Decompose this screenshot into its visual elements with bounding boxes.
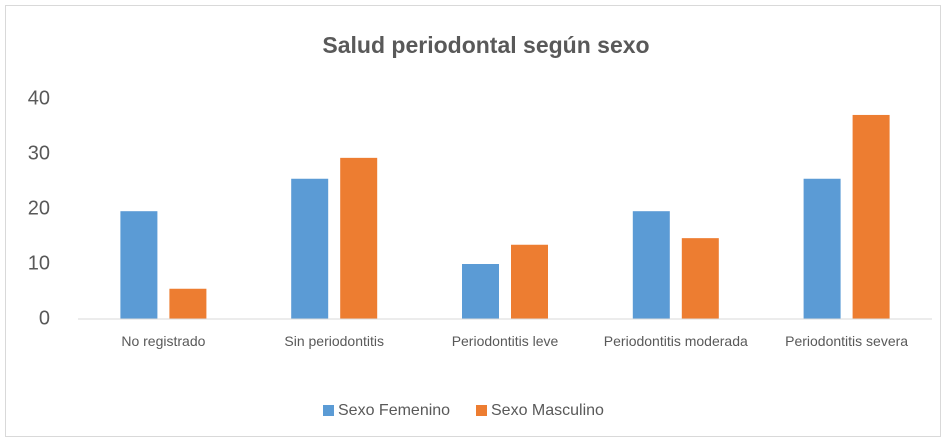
chart-border [5, 5, 941, 437]
x-tick-label: Sin periodontitis [284, 333, 384, 349]
x-tick-label: Periodontitis moderada [603, 333, 748, 349]
y-tick-label: 10 [28, 252, 50, 274]
legend-swatch [476, 405, 487, 416]
bar [632, 211, 670, 319]
bar [803, 178, 841, 319]
legend-swatch [323, 405, 334, 416]
legend-label: Sexo Masculino [491, 402, 604, 419]
x-tick-label: Periodontitis leve [451, 333, 559, 349]
y-tick-label: 30 [28, 142, 50, 164]
bar [291, 178, 329, 319]
y-tick-label: 20 [28, 197, 50, 219]
chart-title: Salud periodontal según sexo [322, 32, 649, 58]
bar [681, 238, 719, 319]
y-tick-label: 40 [28, 87, 50, 109]
bar [169, 288, 207, 319]
legend-label: Sexo Femenino [338, 402, 450, 419]
y-tick-label: 0 [39, 307, 50, 329]
x-tick-label: No registrado [121, 333, 206, 349]
bar [120, 211, 158, 319]
bar [511, 244, 548, 319]
bar [462, 264, 499, 319]
bar [340, 157, 378, 319]
bar [852, 114, 890, 319]
x-tick-label: Periodontitis severa [785, 333, 909, 349]
